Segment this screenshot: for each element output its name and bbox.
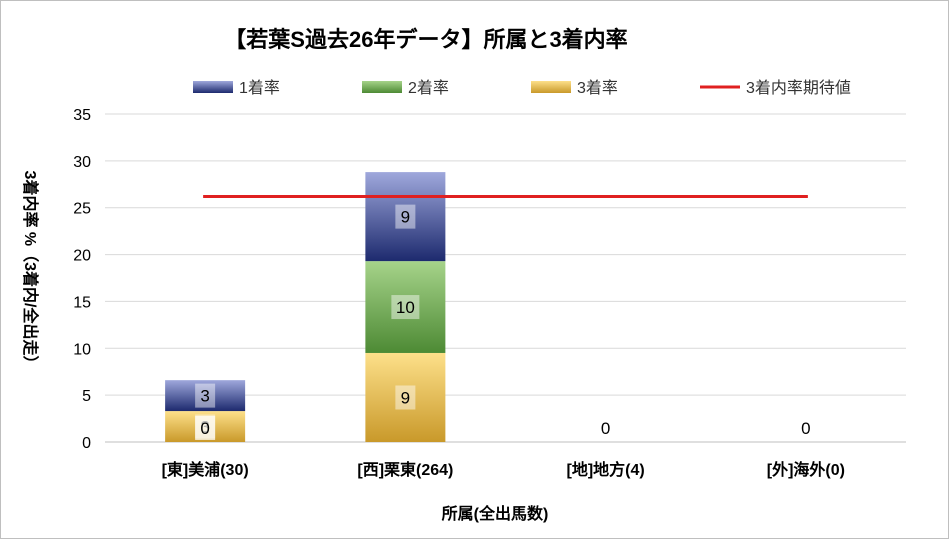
data-label-bg [795,416,816,440]
legend-swatch [193,81,233,93]
bars [165,172,446,442]
chart-legend: 1着率 2着率 3着率 3着内率期待値 [193,79,851,97]
data-label-bg [195,383,216,408]
data-label: 3 [200,387,209,406]
data-label-bg [395,204,416,229]
y-tick-label: 35 [73,107,91,124]
x-tick-label: [西]栗東(264) [357,460,453,479]
y-tick-label: 20 [73,248,91,265]
data-label: 10 [396,298,415,317]
x-tick-label: [地]地方(4) [567,460,645,479]
x-axis-title: 所属(全出馬数) [442,504,549,523]
y-axis-ticks: 0 5 10 15 20 25 30 35 [73,107,91,452]
x-axis-ticks: [東]美浦(30) [西]栗東(264) [地]地方(4) [外]海外(0) [162,460,845,479]
legend-swatch [362,81,402,93]
legend-label: 3着内率期待値 [746,79,851,97]
y-tick-label: 25 [73,201,91,218]
bar-segment [365,261,446,353]
data-label-bg [391,295,420,320]
y-tick-label: 10 [73,341,91,358]
bar-segment [365,352,446,442]
y-tick-label: 15 [73,294,91,311]
legend-label: 1着率 [239,79,280,97]
legend-label: 2着率 [408,79,449,97]
bar-segment [365,172,446,262]
y-tick-label: 30 [73,154,91,171]
bar-segment [165,380,246,412]
data-label: 0 [601,419,610,438]
data-label-bg [395,385,416,410]
data-label: 9 [401,388,410,407]
x-tick-label: [東]美浦(30) [162,460,249,479]
data-label: 9 [401,208,410,227]
data-label-bg [195,416,216,440]
legend-label: 3着率 [577,79,618,97]
y-tick-label: 5 [82,388,91,405]
y-tick-label: 0 [82,435,91,452]
chart-title: 【若葉S過去26年データ】所属と3着内率 [224,27,627,52]
legend-swatch [531,81,571,93]
data-label: 0 [200,419,209,438]
y-axis-title: 3着内率 %（3着内/全出走） [21,171,40,372]
data-label-bg [595,416,616,440]
data-labels: 303910900 [195,204,816,440]
data-label: 0 [801,419,810,438]
x-tick-label: [外]海外(0) [767,460,845,479]
